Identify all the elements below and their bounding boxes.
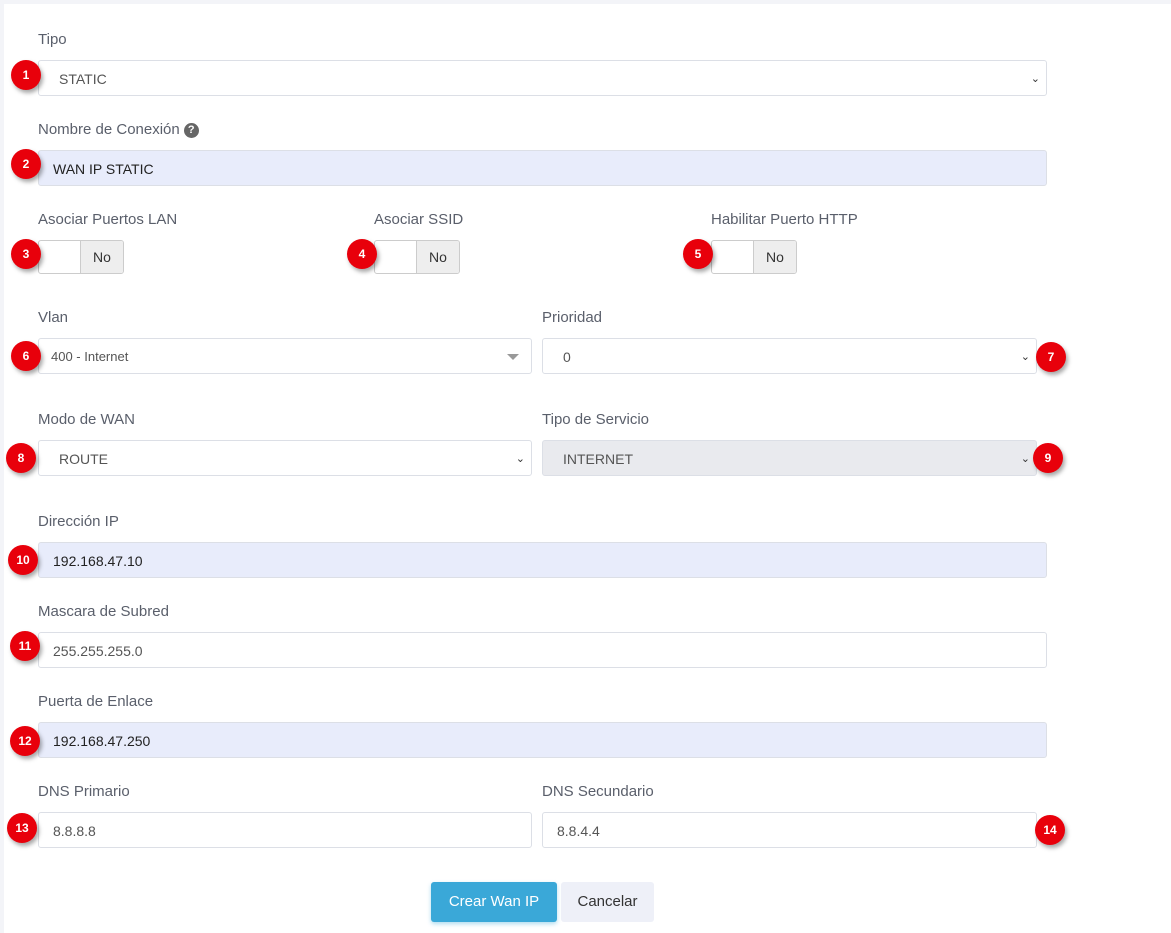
chevron-down-icon: ⌄ bbox=[1020, 453, 1030, 465]
mascara-label: Mascara de Subred bbox=[38, 603, 169, 620]
modo-value: ROUTE bbox=[59, 451, 108, 467]
ip-input[interactable]: 192.168.47.10 bbox=[38, 542, 1047, 578]
puerta-label: Puerta de Enlace bbox=[38, 693, 154, 710]
badge-5: 5 bbox=[683, 239, 713, 269]
badge-10: 10 bbox=[8, 545, 38, 575]
badge-8: 8 bbox=[6, 443, 36, 473]
tipo-value: STATIC bbox=[59, 71, 107, 87]
servicio-label: Tipo de Servicio bbox=[542, 411, 649, 428]
nombre-label-text: Nombre de Conexión bbox=[38, 121, 180, 138]
nombre-input[interactable]: WAN IP STATIC bbox=[38, 150, 1047, 186]
nombre-label: Nombre de Conexión? bbox=[38, 121, 199, 138]
prioridad-label: Prioridad bbox=[542, 309, 603, 326]
chevron-down-icon: ⌄ bbox=[1030, 73, 1040, 85]
help-icon[interactable]: ? bbox=[183, 123, 199, 138]
dns1-label: DNS Primario bbox=[38, 783, 130, 800]
vlan-value: 400 - Internet bbox=[51, 349, 129, 364]
badge-11: 11 bbox=[10, 631, 40, 661]
badge-4: 4 bbox=[347, 239, 377, 269]
prioridad-value: 0 bbox=[563, 349, 571, 365]
http-toggle[interactable]: No bbox=[711, 240, 797, 274]
vlan-select[interactable]: 400 - Internet bbox=[38, 338, 532, 374]
badge-13: 13 bbox=[7, 813, 37, 843]
badge-14: 14 bbox=[1035, 815, 1065, 845]
ssid-toggle[interactable]: No bbox=[374, 240, 460, 274]
modo-label: Modo de WAN bbox=[38, 411, 135, 428]
puerta-input[interactable]: 192.168.47.250 bbox=[38, 722, 1047, 758]
badge-9: 9 bbox=[1033, 443, 1063, 473]
badge-1: 1 bbox=[11, 60, 41, 90]
http-toggle-state: No bbox=[753, 241, 796, 273]
badge-12: 12 bbox=[10, 726, 40, 756]
badge-6: 6 bbox=[11, 341, 41, 371]
vlan-label: Vlan bbox=[38, 309, 69, 326]
chevron-down-icon: ⌄ bbox=[515, 453, 525, 465]
prioridad-select[interactable]: 0 ⌄ bbox=[542, 338, 1037, 374]
ip-label: Dirección IP bbox=[38, 513, 119, 530]
lan-toggle-state: No bbox=[80, 241, 123, 273]
dns2-input[interactable]: 8.8.4.4 bbox=[542, 812, 1037, 848]
badge-2: 2 bbox=[11, 149, 41, 179]
top-border bbox=[0, 0, 1171, 4]
left-border bbox=[0, 0, 4, 933]
modo-select[interactable]: ROUTE ⌄ bbox=[38, 440, 532, 476]
ssid-label: Asociar SSID bbox=[374, 211, 464, 228]
lan-label: Asociar Puertos LAN bbox=[38, 211, 178, 228]
http-label: Habilitar Puerto HTTP bbox=[711, 211, 858, 228]
servicio-select[interactable]: INTERNET ⌄ bbox=[542, 440, 1037, 476]
tipo-label: Tipo bbox=[38, 31, 67, 48]
badge-3: 3 bbox=[11, 239, 41, 269]
chevron-down-icon: ⌄ bbox=[1020, 351, 1030, 363]
tipo-select[interactable]: STATIC ⌄ bbox=[38, 60, 1047, 96]
mascara-input[interactable]: 255.255.255.0 bbox=[38, 632, 1047, 668]
cancel-button[interactable]: Cancelar bbox=[561, 882, 654, 922]
lan-toggle[interactable]: No bbox=[38, 240, 124, 274]
servicio-value: INTERNET bbox=[563, 451, 633, 467]
badge-7: 7 bbox=[1036, 342, 1066, 372]
dns2-label: DNS Secundario bbox=[542, 783, 654, 800]
caret-down-icon bbox=[507, 354, 519, 360]
create-wan-ip-button[interactable]: Crear Wan IP bbox=[431, 882, 557, 922]
dns1-input[interactable]: 8.8.8.8 bbox=[38, 812, 532, 848]
ssid-toggle-state: No bbox=[416, 241, 459, 273]
